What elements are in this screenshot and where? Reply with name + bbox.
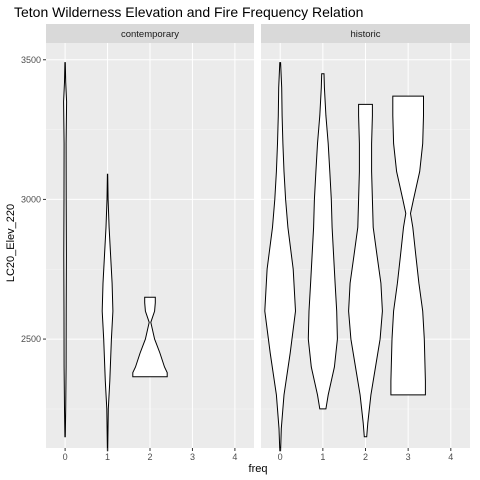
x-tick-label: 4	[232, 452, 237, 462]
violin-historic-freq-0	[264, 62, 297, 452]
y-tick-label: 3000	[21, 194, 41, 204]
y-tick-label: 2500	[21, 334, 41, 344]
facet-panels: 2500 3000 3500 contemporary 0 1 2 3 4 historic 0 1 2…	[21, 24, 470, 462]
x-tick-label: 2	[363, 452, 368, 462]
x-axis-title: freq	[249, 463, 268, 475]
x-tick-label: 3	[406, 452, 411, 462]
violin-historic-freq-3	[390, 95, 426, 396]
x-tick-label: 0	[278, 452, 283, 462]
x-tick-label: 1	[320, 452, 325, 462]
y-axis-title: LC20_Elev_220	[5, 204, 17, 282]
violin-contemporary-freq-1	[101, 173, 114, 452]
x-tick-label: 4	[448, 452, 453, 462]
y-tick-label: 3500	[21, 55, 41, 65]
x-tick-label: 2	[147, 452, 152, 462]
x-tick-label: 1	[105, 452, 110, 462]
facet-strip	[46, 24, 254, 43]
facet-strip-label: contemporary	[121, 29, 179, 40]
violin-historic-freq-1	[307, 73, 338, 410]
x-tick-label: 3	[190, 452, 195, 462]
violin-historic-freq-2	[348, 103, 383, 438]
chart-title: Teton Wilderness Elevation and Fire Freq…	[14, 4, 363, 20]
violin-contemporary-freq-2	[132, 296, 168, 378]
facet-strip	[261, 24, 470, 43]
x-tick-label: 0	[63, 452, 68, 462]
facet-strip-label: historic	[350, 29, 380, 40]
violin-contemporary-freq-0	[63, 62, 68, 438]
